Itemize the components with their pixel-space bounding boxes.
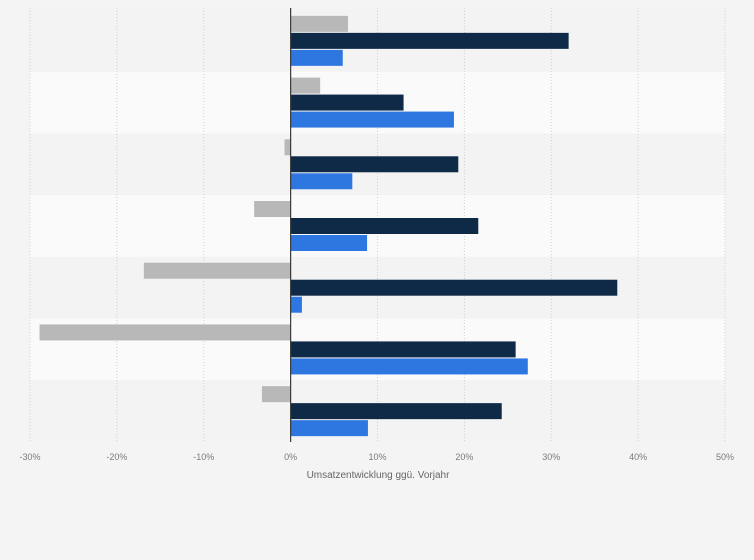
bar-1-2[interactable] xyxy=(290,77,321,94)
bar-3-5[interactable] xyxy=(290,296,302,313)
bar-2-7[interactable] xyxy=(290,403,502,420)
bar-1-7[interactable] xyxy=(261,386,291,403)
bar-2-2[interactable] xyxy=(290,94,404,111)
x-tick-label: -30% xyxy=(19,452,40,462)
bar-1-5[interactable] xyxy=(143,262,291,279)
x-tick-label: 50% xyxy=(716,452,734,462)
bar-3-4[interactable] xyxy=(290,235,368,251)
x-tick-label: 30% xyxy=(542,452,560,462)
bar-3-7[interactable] xyxy=(290,420,368,437)
x-tick-label: -10% xyxy=(193,452,214,462)
bar-2-3[interactable] xyxy=(290,156,459,173)
bar-3-1[interactable] xyxy=(290,49,343,66)
bar-2-4[interactable] xyxy=(290,218,479,234)
bar-3-6[interactable] xyxy=(290,358,528,375)
x-tick-label: -20% xyxy=(106,452,127,462)
x-tick-labels: -30% -20% -10% 0% 10% 20% 30% 40% 50% xyxy=(19,452,734,462)
bar-3-3[interactable] xyxy=(290,173,353,190)
x-tick-label: 40% xyxy=(629,452,647,462)
bar-1-6[interactable] xyxy=(39,324,291,341)
x-axis-title: Umsatzentwicklung ggü. Vorjahr xyxy=(307,470,451,481)
bars xyxy=(39,15,618,437)
bar-1-4[interactable] xyxy=(254,201,291,217)
x-tick-label: 20% xyxy=(455,452,473,462)
bar-1-1[interactable] xyxy=(290,15,348,32)
bar-2-5[interactable] xyxy=(290,279,618,296)
bar-2-6[interactable] xyxy=(290,341,516,358)
bar-1-3[interactable] xyxy=(284,139,291,156)
bar-3-2[interactable] xyxy=(290,111,454,128)
x-tick-label: 0% xyxy=(284,452,297,462)
bar-2-1[interactable] xyxy=(290,32,569,49)
x-tick-label: 10% xyxy=(368,452,386,462)
